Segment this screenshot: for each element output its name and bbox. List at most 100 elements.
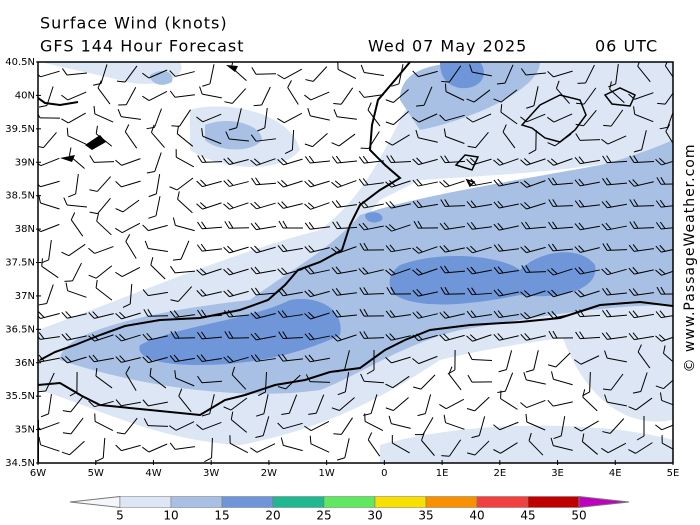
barb-flag bbox=[277, 310, 284, 318]
wind-barb bbox=[412, 268, 438, 276]
barb-flag bbox=[493, 449, 501, 454]
barb-staff bbox=[310, 269, 330, 275]
barb-flag bbox=[359, 242, 365, 251]
barb-flag bbox=[367, 432, 373, 441]
barb-staff bbox=[555, 352, 571, 368]
barb-flag bbox=[655, 269, 662, 276]
barb-flag bbox=[95, 125, 98, 134]
barb-flag bbox=[304, 333, 311, 341]
barb-flag bbox=[606, 243, 612, 251]
barb-flag bbox=[40, 413, 49, 418]
barb-flag bbox=[38, 145, 44, 149]
barb-staff bbox=[283, 358, 303, 362]
wind-barb bbox=[89, 155, 115, 163]
barb-staff bbox=[337, 314, 357, 318]
colorbar-segment bbox=[272, 496, 325, 508]
wind-barb bbox=[574, 178, 600, 187]
wind-barb bbox=[440, 286, 466, 295]
barb-staff bbox=[580, 204, 600, 208]
wind-barb bbox=[331, 200, 357, 208]
barb-flag bbox=[385, 225, 392, 232]
barb-staff bbox=[499, 181, 519, 187]
wind-barb bbox=[520, 290, 546, 298]
barb-staff bbox=[229, 442, 249, 454]
wind-barb bbox=[223, 355, 249, 364]
barb-flag bbox=[360, 373, 365, 382]
colorbar-label: 50 bbox=[571, 509, 586, 523]
barb-flag bbox=[497, 178, 504, 186]
barb-staff bbox=[70, 395, 84, 413]
barb-staff bbox=[500, 442, 518, 454]
barb-staff bbox=[175, 94, 195, 98]
barb-flag bbox=[497, 333, 504, 340]
barb-staff bbox=[282, 337, 304, 339]
barb-flag bbox=[574, 426, 582, 432]
barb-staff bbox=[312, 66, 328, 82]
wind-barb bbox=[38, 180, 60, 188]
barb-staff bbox=[256, 202, 276, 210]
barb-flag bbox=[470, 221, 477, 230]
wind-barb bbox=[523, 372, 546, 385]
barb-flag bbox=[331, 407, 340, 411]
island-mallorca bbox=[520, 94, 587, 143]
barb-flag bbox=[524, 311, 531, 319]
colorbar-label: 10 bbox=[163, 509, 178, 523]
wind-barb bbox=[659, 392, 673, 409]
barb-staff bbox=[121, 180, 141, 188]
barb-flag bbox=[658, 268, 666, 275]
wind-barb bbox=[223, 397, 248, 411]
barb-flag bbox=[196, 180, 203, 188]
barb-flag bbox=[386, 286, 392, 295]
wind-barb bbox=[448, 366, 462, 391]
barb-flag bbox=[421, 432, 425, 441]
barb-flag bbox=[250, 134, 257, 142]
wind-barb bbox=[412, 288, 438, 297]
barb-flag bbox=[125, 234, 131, 242]
barb-flag bbox=[661, 435, 663, 444]
barb-flag bbox=[385, 310, 392, 318]
wind-barb bbox=[581, 433, 598, 455]
barb-staff bbox=[95, 287, 113, 301]
wind-barb bbox=[548, 177, 574, 186]
barb-flag bbox=[250, 159, 257, 166]
barb-flag bbox=[173, 310, 180, 318]
barb-staff bbox=[256, 158, 276, 166]
barb-staff bbox=[67, 335, 87, 341]
barb-staff bbox=[309, 381, 331, 383]
barb-flag bbox=[444, 83, 447, 92]
barb-staff bbox=[391, 356, 411, 364]
barb-flag bbox=[628, 311, 635, 318]
wind-barb bbox=[66, 127, 87, 145]
barb-flag bbox=[632, 266, 639, 274]
barb-flag bbox=[578, 245, 585, 252]
barb-staff bbox=[148, 90, 168, 102]
barb-flag bbox=[333, 102, 342, 105]
barb-staff bbox=[500, 89, 518, 103]
barb-flag bbox=[575, 133, 581, 141]
wind-barb bbox=[655, 334, 673, 342]
wind-barb bbox=[574, 222, 600, 231]
barb-flag bbox=[386, 155, 392, 163]
wind-barb bbox=[385, 375, 410, 389]
barb-flag bbox=[660, 176, 666, 185]
barb-flag bbox=[443, 180, 450, 187]
barb-flag bbox=[550, 158, 558, 165]
barb-flag bbox=[227, 289, 234, 296]
wind-barb bbox=[250, 134, 276, 142]
barb-staff bbox=[580, 159, 600, 165]
colorbar-label: 25 bbox=[316, 509, 331, 523]
barb-staff bbox=[228, 337, 250, 339]
wind-barb bbox=[385, 224, 411, 232]
barb-flag bbox=[415, 246, 423, 253]
barb-staff bbox=[67, 204, 87, 208]
barb-flag bbox=[196, 203, 203, 210]
barb-flag bbox=[254, 222, 261, 230]
lat-labels: 40.5N 40N 39.5N 39N 38.5N 38N 37.5N 37N 36.5N 36N… bbox=[5, 57, 41, 469]
wind-barb bbox=[655, 375, 673, 390]
barb-staff bbox=[148, 69, 168, 79]
barb-staff bbox=[121, 158, 141, 166]
barb-staff bbox=[445, 247, 465, 253]
barb-flag bbox=[470, 266, 477, 274]
barb-flag bbox=[144, 240, 149, 249]
lat-label: 40.5N bbox=[5, 57, 35, 68]
